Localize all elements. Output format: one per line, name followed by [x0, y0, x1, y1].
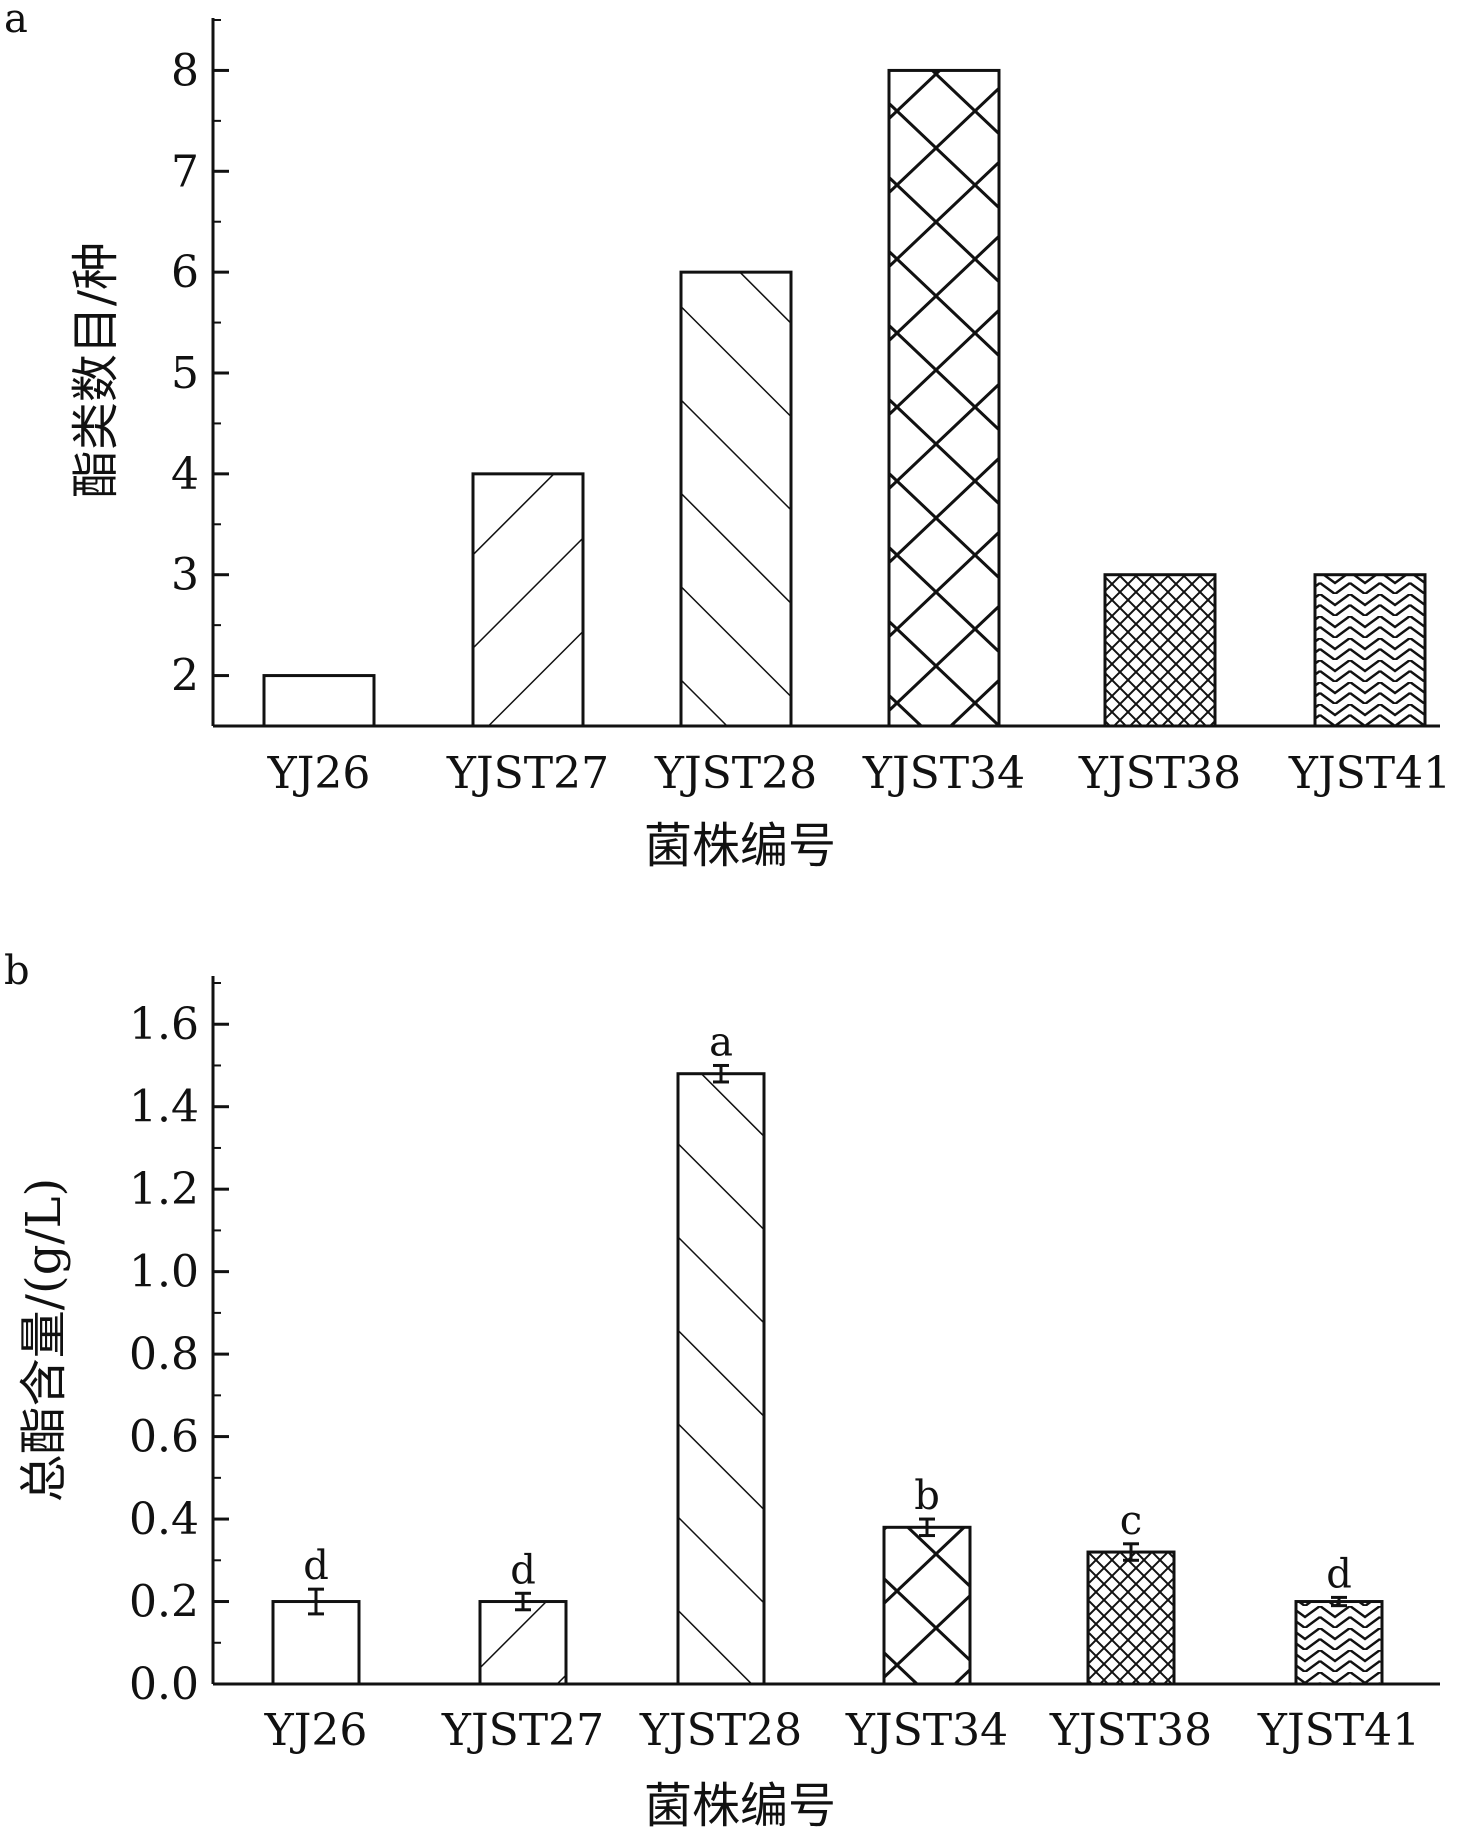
x-category-label-yjst34: YJST34	[845, 1705, 1008, 1756]
error-bar-yjst41	[1331, 1595, 1347, 1608]
x-category-labels: YJ26 YJST27 YJST28 YJST34 YJST38 YJST41	[264, 1705, 1420, 1756]
x-category-label-yj26: YJ26	[267, 748, 371, 799]
y-tick-label: 0.6	[129, 1412, 199, 1463]
x-category-label-yj26: YJ26	[264, 1705, 368, 1756]
y-tick-label: 8	[171, 45, 199, 96]
y-tick-label: 0.4	[129, 1494, 199, 1545]
bar-yjst28	[679, 270, 793, 728]
error-bar-yjst34	[919, 1517, 935, 1538]
sig-label-yjst41: d	[1326, 1551, 1352, 1597]
axes	[211, 976, 1440, 1686]
sig-label-yj26: d	[303, 1543, 329, 1589]
bar-yjst28	[676, 1072, 766, 1686]
bar-yjst38	[1103, 573, 1217, 728]
sig-label-yjst34: b	[914, 1473, 940, 1519]
y-tick-label: 7	[171, 146, 199, 197]
y-axis-title: 酯类数目/种	[68, 242, 124, 498]
y-tick-label: 1.4	[129, 1082, 199, 1133]
y-tick-label: 4	[171, 449, 199, 500]
x-category-label-yjst28: YJST28	[639, 1705, 802, 1756]
bar-yjst34	[882, 1525, 972, 1686]
error-bar-yjst28	[713, 1063, 729, 1084]
y-tick-labels: 0.0 0.2 0.4 0.6 0.8 1.0 1.2 1.4 1.6	[129, 999, 199, 1710]
error-bar-yj26	[308, 1587, 324, 1616]
sig-label-yjst27: d	[510, 1547, 536, 1593]
bar-yjst34	[887, 68, 1001, 728]
y-tick-label: 1.2	[129, 1164, 199, 1215]
bar-yjst27	[471, 472, 585, 728]
bar-yj26	[262, 674, 376, 728]
y-axis-title: 总酯含量/(g/L)	[16, 1178, 72, 1502]
x-category-label-yjst27: YJST27	[441, 1705, 604, 1756]
panel-b-letter: b	[4, 948, 30, 994]
x-axis-title: 菌株编号	[644, 818, 836, 874]
y-tick-label: 5	[171, 348, 199, 399]
y-tick-label: 0.8	[129, 1329, 199, 1380]
x-category-labels: YJ26 YJST27 YJST28 YJST34 YJST38 YJST41	[267, 748, 1451, 799]
significance-labels: d d a b c d	[303, 1019, 1352, 1597]
x-category-label-yjst28: YJST28	[654, 748, 817, 799]
sig-label-yjst38: c	[1120, 1498, 1142, 1544]
axes	[211, 18, 1440, 728]
bar-yjst41	[1313, 573, 1427, 728]
x-category-label-yjst38: YJST38	[1049, 1705, 1212, 1756]
error-bars	[308, 1063, 1347, 1616]
panel-a-letter: a	[4, 0, 28, 42]
bars	[271, 1072, 1384, 1686]
y-tick-labels: 2 3 4 5 6 7 8	[171, 45, 199, 701]
error-bar-yjst38	[1123, 1542, 1139, 1562]
chart-panel-b: b d d a b c d 0.0 0.2 0.4 0.6 0.8 1.0 1.2 1.4 1.6 YJ2…	[4, 948, 1440, 1832]
x-category-label-yjst27: YJST27	[446, 748, 609, 799]
y-tick-label: 6	[171, 247, 199, 298]
y-tick-label: 3	[171, 550, 199, 601]
x-category-label-yjst34: YJST34	[862, 748, 1025, 799]
bars	[262, 68, 1427, 728]
error-bar-yjst27	[515, 1591, 531, 1612]
y-tick-label: 0.0	[129, 1659, 199, 1710]
x-axis-title: 菌株编号	[644, 1778, 836, 1832]
bar-yjst41	[1294, 1600, 1384, 1686]
y-tick-label: 1.0	[129, 1247, 199, 1298]
y-tick-label: 0.2	[129, 1577, 199, 1628]
x-category-label-yjst38: YJST38	[1078, 748, 1241, 799]
bar-yjst38	[1086, 1550, 1176, 1686]
x-category-label-yjst41: YJST41	[1288, 748, 1451, 799]
x-category-label-yjst41: YJST41	[1257, 1705, 1420, 1756]
y-tick-label: 1.6	[129, 999, 199, 1050]
bar-yjst27	[478, 1600, 568, 1686]
sig-label-yjst28: a	[709, 1019, 733, 1065]
y-tick-label: 2	[171, 651, 199, 702]
